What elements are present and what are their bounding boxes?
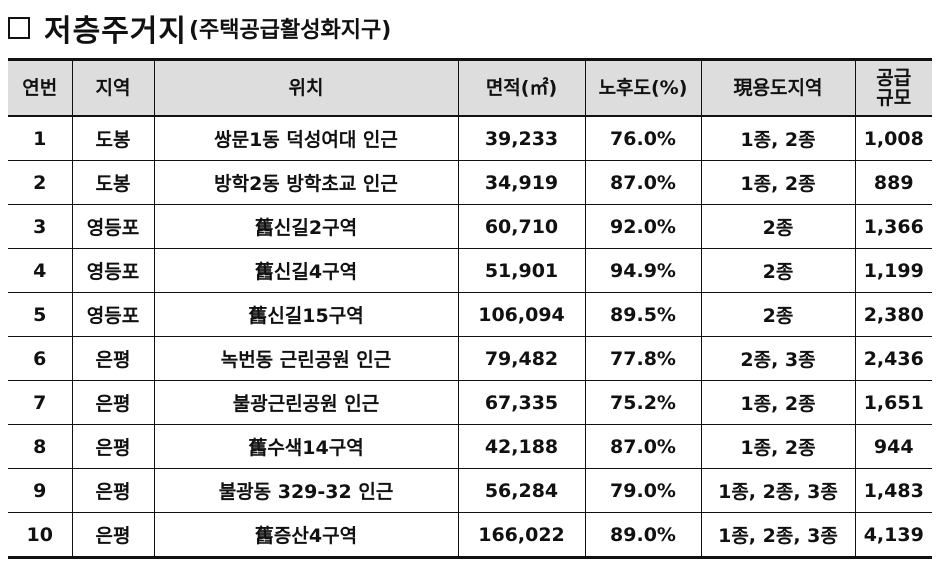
cell-zoning: 2종, 3종 — [701, 336, 856, 381]
cell-area: 34,919 — [458, 160, 586, 205]
table-row: 8 은평 舊수색14구역 42,188 87.0% 1종, 2종 944 — [8, 424, 932, 469]
table-row: 4 영등포 舊신길4구역 51,901 94.9% 2종 1,199 — [8, 248, 932, 293]
table-header-row: 연번 지역 위치 면적(㎡) 노후도(%) 現용도지역 공급 규모 — [8, 59, 932, 117]
cell-location: 舊신길2구역 — [154, 204, 459, 249]
title-main: 저층주거지 — [44, 14, 187, 49]
cell-area: 39,233 — [458, 116, 586, 161]
cell-area: 60,710 — [458, 204, 586, 249]
table-row: 10 은평 舊증산4구역 166,022 89.0% 1종, 2종, 3종 4,139 — [8, 512, 932, 558]
cell-supply: 1,199 — [855, 248, 932, 293]
header-region: 지역 — [72, 59, 155, 117]
cell-region: 은평 — [72, 424, 155, 469]
cell-zoning: 2종 — [701, 248, 856, 293]
supply-zone-table: 연번 지역 위치 면적(㎡) 노후도(%) 現용도지역 공급 규모 1 도봉 쌍문1… — [8, 58, 932, 559]
table-row: 9 은평 불광동 329-32 인근 56,284 79.0% 1종, 2종, 3종 1,4… — [8, 468, 932, 513]
cell-region: 은평 — [72, 380, 155, 425]
cell-area: 56,284 — [458, 468, 586, 513]
cell-deterioration: 89.0% — [585, 512, 702, 558]
cell-no: 10 — [8, 512, 73, 558]
cell-no: 3 — [8, 204, 73, 249]
cell-no: 2 — [8, 160, 73, 205]
header-location: 위치 — [154, 59, 459, 117]
cell-area: 42,188 — [458, 424, 586, 469]
checkbox-square-icon — [8, 17, 30, 39]
cell-area: 166,022 — [458, 512, 586, 558]
cell-supply: 2,380 — [855, 292, 932, 337]
cell-no: 5 — [8, 292, 73, 337]
cell-location: 舊신길15구역 — [154, 292, 459, 337]
cell-deterioration: 89.5% — [585, 292, 702, 337]
cell-region: 은평 — [72, 336, 155, 381]
cell-region: 영등포 — [72, 248, 155, 293]
cell-no: 1 — [8, 116, 73, 161]
table-row: 7 은평 불광근린공원 인근 67,335 75.2% 1종, 2종 1,651 — [8, 380, 932, 425]
cell-deterioration: 87.0% — [585, 160, 702, 205]
cell-region: 도봉 — [72, 160, 155, 205]
cell-deterioration: 77.8% — [585, 336, 702, 381]
table-row: 2 도봉 방학2동 방학초교 인근 34,919 87.0% 1종, 2종 889 — [8, 160, 932, 205]
cell-area: 106,094 — [458, 292, 586, 337]
cell-zoning: 1종, 2종 — [701, 380, 856, 425]
cell-location: 불광동 329-32 인근 — [154, 468, 459, 513]
cell-supply: 1,008 — [855, 116, 932, 161]
header-supply-text: 공급 규모 — [876, 67, 912, 109]
cell-deterioration: 79.0% — [585, 468, 702, 513]
cell-supply: 1,651 — [855, 380, 932, 425]
cell-supply: 944 — [855, 424, 932, 469]
cell-location: 불광근린공원 인근 — [154, 380, 459, 425]
header-zoning: 現용도지역 — [701, 59, 856, 117]
cell-deterioration: 94.9% — [585, 248, 702, 293]
cell-region: 영등포 — [72, 204, 155, 249]
cell-no: 7 — [8, 380, 73, 425]
cell-supply: 1,483 — [855, 468, 932, 513]
cell-no: 9 — [8, 468, 73, 513]
cell-no: 6 — [8, 336, 73, 381]
cell-zoning: 1종, 2종 — [701, 424, 856, 469]
cell-supply: 2,436 — [855, 336, 932, 381]
section-title: 저층주거지 (주택공급활성화지구) — [8, 6, 391, 50]
table-row: 1 도봉 쌍문1동 덕성여대 인근 39,233 76.0% 1종, 2종 1,008 — [8, 116, 932, 161]
cell-location: 방학2동 방학초교 인근 — [154, 160, 459, 205]
cell-area: 67,335 — [458, 380, 586, 425]
cell-zoning: 1종, 2종, 3종 — [701, 468, 856, 513]
cell-area: 51,901 — [458, 248, 586, 293]
title-subtitle: (주택공급활성화지구) — [189, 18, 392, 43]
header-no: 연번 — [8, 59, 73, 117]
table-body: 1 도봉 쌍문1동 덕성여대 인근 39,233 76.0% 1종, 2종 1,008 2 도봉… — [8, 116, 932, 558]
cell-region: 도봉 — [72, 116, 155, 161]
cell-zoning: 1종, 2종, 3종 — [701, 512, 856, 558]
table-row: 3 영등포 舊신길2구역 60,710 92.0% 2종 1,366 — [8, 204, 932, 249]
cell-no: 4 — [8, 248, 73, 293]
cell-no: 8 — [8, 424, 73, 469]
cell-region: 은평 — [72, 468, 155, 513]
cell-region: 은평 — [72, 512, 155, 558]
cell-zoning: 1종, 2종 — [701, 116, 856, 161]
cell-location: 舊수색14구역 — [154, 424, 459, 469]
cell-zoning: 1종, 2종 — [701, 160, 856, 205]
cell-supply: 1,366 — [855, 204, 932, 249]
table-row: 5 영등포 舊신길15구역 106,094 89.5% 2종 2,380 — [8, 292, 932, 337]
header-deterioration: 노후도(%) — [585, 59, 702, 117]
cell-location: 녹번동 근린공원 인근 — [154, 336, 459, 381]
cell-zoning: 2종 — [701, 204, 856, 249]
cell-location: 舊증산4구역 — [154, 512, 459, 558]
cell-location: 舊신길4구역 — [154, 248, 459, 293]
header-supply: 공급 규모 — [855, 59, 932, 117]
cell-location: 쌍문1동 덕성여대 인근 — [154, 116, 459, 161]
cell-supply: 889 — [855, 160, 932, 205]
cell-deterioration: 76.0% — [585, 116, 702, 161]
cell-region: 영등포 — [72, 292, 155, 337]
cell-deterioration: 75.2% — [585, 380, 702, 425]
cell-zoning: 2종 — [701, 292, 856, 337]
header-area: 면적(㎡) — [458, 59, 586, 117]
table-row: 6 은평 녹번동 근린공원 인근 79,482 77.8% 2종, 3종 2,436 — [8, 336, 932, 381]
cell-deterioration: 92.0% — [585, 204, 702, 249]
cell-area: 79,482 — [458, 336, 586, 381]
cell-supply: 4,139 — [863, 523, 924, 546]
cell-deterioration: 87.0% — [585, 424, 702, 469]
